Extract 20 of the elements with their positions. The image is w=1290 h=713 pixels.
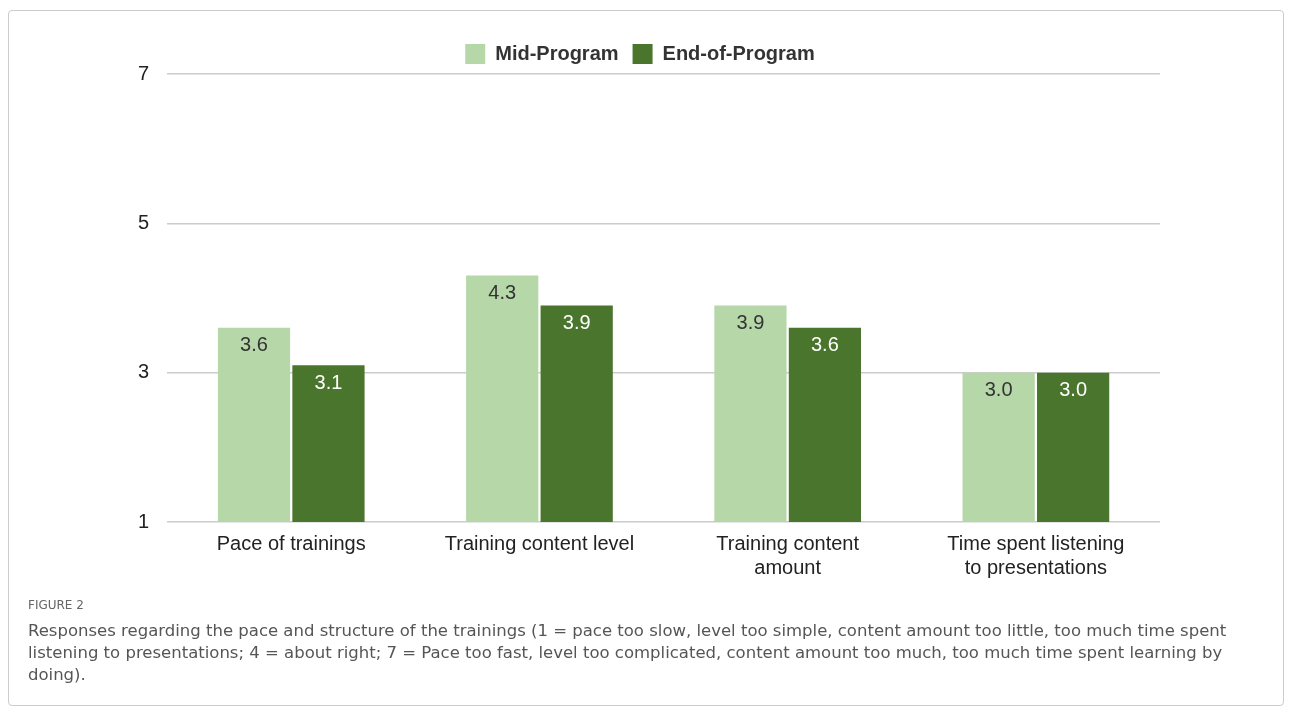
data-label: 3.6 <box>240 333 268 356</box>
data-label: 3.9 <box>736 310 765 333</box>
y-tick-label: 3 <box>138 360 150 383</box>
data-label: 3.0 <box>984 378 1013 401</box>
x-tick-label: Training content level <box>444 531 635 554</box>
legend-label: End-of-Program <box>662 41 815 64</box>
data-label: 3.1 <box>314 370 343 393</box>
data-label: 4.3 <box>488 281 517 304</box>
x-tick-label: Pace of trainings <box>216 531 366 554</box>
data-label: 3.6 <box>811 333 839 356</box>
data-label: 3.0 <box>1059 378 1088 401</box>
caption: FIGURE 2 <box>28 598 84 612</box>
y-tick-label: 7 <box>138 61 150 84</box>
data-label: 3.9 <box>562 310 591 333</box>
x-tick-label: Training content amount <box>716 531 860 578</box>
y-tick-label: 1 <box>138 509 150 532</box>
x-tick-label: Time spent listening to presentations <box>947 531 1125 578</box>
text: Responses regarding the pace and structure of the trainings (1 = pace too slow, level too simple, content amount too little, too much time spent listening to presentations; 4 = about right; 7 = Pace too fast, level too complicated, content amount too much, too much time spent learning by doing). <box>28 620 1228 686</box>
y-tick-label: 5 <box>138 210 150 233</box>
legend-label: Mid-Program <box>495 41 619 64</box>
